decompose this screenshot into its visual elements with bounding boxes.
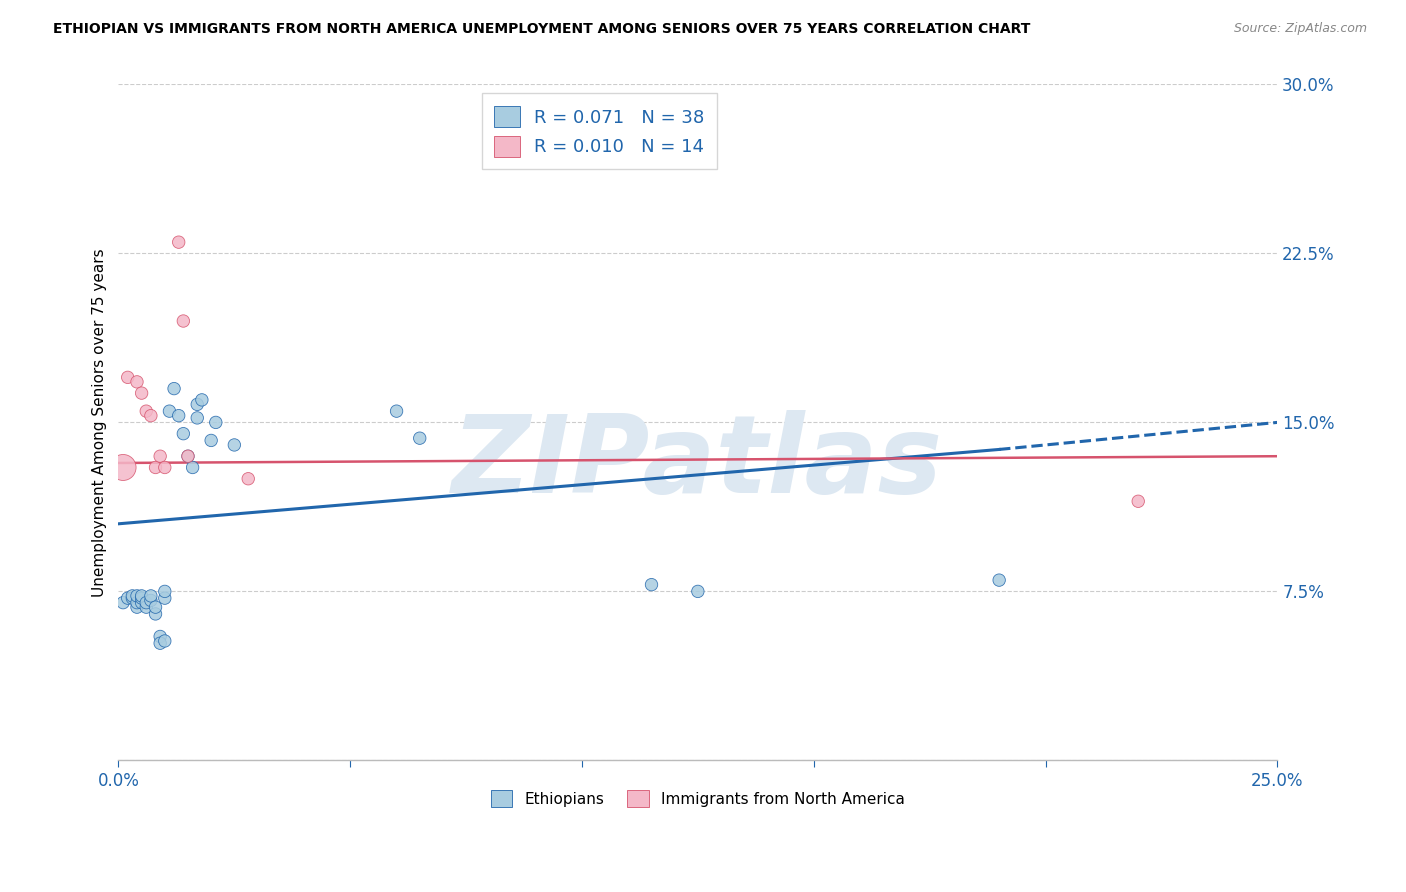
Point	[145, 607, 167, 621]
Point	[172, 426, 194, 441]
Point	[172, 314, 194, 328]
Point	[204, 416, 226, 430]
Point	[153, 584, 176, 599]
Point	[149, 449, 172, 463]
Point	[121, 591, 143, 606]
Point	[131, 386, 153, 401]
Point	[145, 600, 167, 615]
Point	[177, 449, 200, 463]
Text: ETHIOPIAN VS IMMIGRANTS FROM NORTH AMERICA UNEMPLOYMENT AMONG SENIORS OVER 75 YE: ETHIOPIAN VS IMMIGRANTS FROM NORTH AMERI…	[53, 22, 1031, 37]
Point	[153, 591, 176, 606]
Point	[159, 404, 181, 418]
Point	[131, 596, 153, 610]
Point	[131, 591, 153, 606]
Point	[385, 404, 408, 418]
Point	[988, 573, 1011, 587]
Point	[224, 438, 246, 452]
Point	[139, 409, 162, 423]
Point	[125, 596, 148, 610]
Point	[117, 370, 139, 384]
Point	[186, 411, 208, 425]
Point	[177, 449, 200, 463]
Point	[191, 392, 214, 407]
Text: Source: ZipAtlas.com: Source: ZipAtlas.com	[1233, 22, 1367, 36]
Point	[135, 596, 157, 610]
Legend: Ethiopians, Immigrants from North America: Ethiopians, Immigrants from North Americ…	[485, 784, 911, 814]
Point	[125, 375, 148, 389]
Point	[153, 634, 176, 648]
Point	[149, 636, 172, 650]
Point	[200, 434, 222, 448]
Point	[181, 460, 204, 475]
Y-axis label: Unemployment Among Seniors over 75 years: Unemployment Among Seniors over 75 years	[93, 248, 107, 597]
Text: ZIPatlas: ZIPatlas	[453, 410, 943, 516]
Point	[238, 472, 260, 486]
Point	[135, 404, 157, 418]
Point	[112, 596, 135, 610]
Point	[149, 630, 172, 644]
Point	[167, 409, 190, 423]
Point	[640, 577, 662, 591]
Point	[1128, 494, 1150, 508]
Point	[153, 460, 176, 475]
Point	[139, 593, 162, 607]
Point	[131, 589, 153, 603]
Point	[135, 600, 157, 615]
Point	[145, 460, 167, 475]
Point	[125, 589, 148, 603]
Point	[117, 591, 139, 606]
Point	[686, 584, 709, 599]
Point	[409, 431, 432, 445]
Point	[139, 589, 162, 603]
Point	[125, 600, 148, 615]
Point	[167, 235, 190, 249]
Point	[163, 382, 186, 396]
Point	[112, 460, 135, 475]
Point	[121, 589, 143, 603]
Point	[186, 397, 208, 411]
